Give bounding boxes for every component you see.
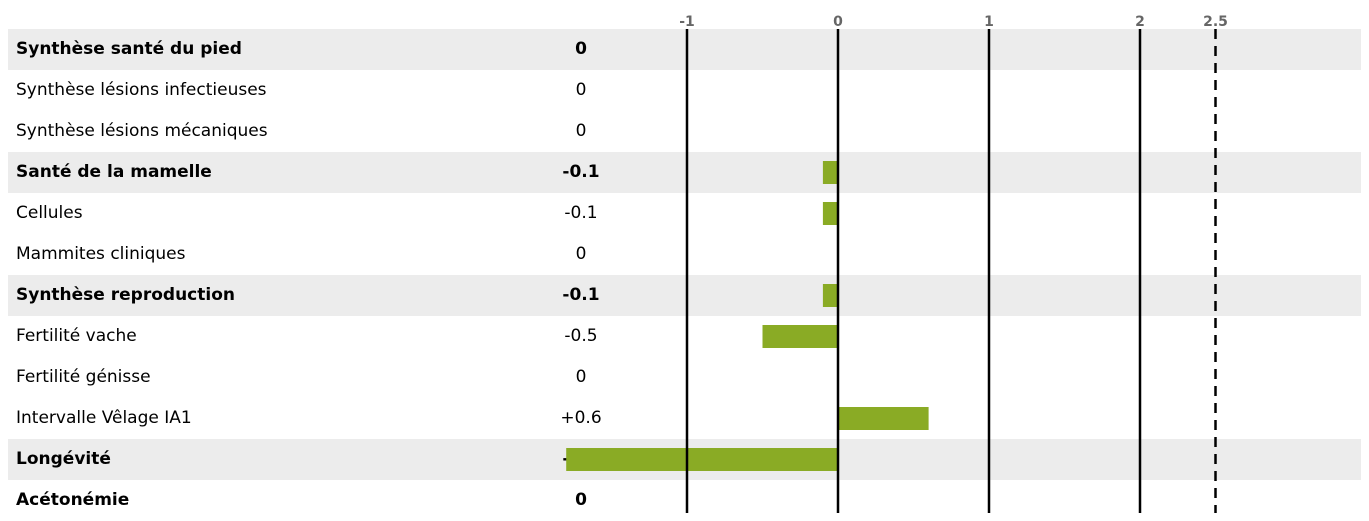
row-value: 0 bbox=[575, 39, 587, 59]
row-value: 0 bbox=[575, 80, 587, 100]
x-tick-label: 1 bbox=[984, 14, 994, 30]
bar bbox=[566, 448, 838, 471]
bar bbox=[822, 202, 838, 225]
x-tick-label: 2 bbox=[1135, 14, 1145, 30]
bar bbox=[762, 325, 838, 348]
row-label: Fertilité génisse bbox=[16, 367, 151, 387]
row-value: 0 bbox=[575, 490, 587, 510]
chart-row: Cellules -0.1 bbox=[8, 193, 1361, 234]
row-label: Synthèse lésions infectieuses bbox=[16, 80, 267, 100]
chart-row: Synthèse lésions mécaniques 0 bbox=[8, 111, 1361, 152]
chart-row: Santé de la mamelle -0.1 bbox=[8, 152, 1361, 193]
row-label: Synthèse santé du pied bbox=[16, 39, 242, 59]
x-tick-label: 2.5 bbox=[1203, 14, 1228, 30]
x-tick-label: 0 bbox=[833, 14, 843, 30]
row-label: Intervalle Vêlage IA1 bbox=[16, 408, 192, 428]
row-label: Cellules bbox=[16, 203, 83, 223]
row-label: Fertilité vache bbox=[16, 326, 137, 346]
chart-row: Fertilité vache -0.5 bbox=[8, 316, 1361, 357]
row-value: -0.5 bbox=[564, 326, 598, 346]
row-label: Longévité bbox=[16, 449, 111, 469]
row-label: Acétonémie bbox=[16, 490, 130, 510]
bar bbox=[838, 407, 929, 430]
x-tick-label: -1 bbox=[679, 14, 695, 30]
chart-row: Synthèse reproduction -0.1 bbox=[8, 275, 1361, 316]
chart-row: Mammites cliniques 0 bbox=[8, 234, 1361, 275]
row-value: -0.1 bbox=[562, 162, 600, 182]
row-value: -0.1 bbox=[562, 285, 600, 305]
row-value: -0.1 bbox=[564, 203, 598, 223]
chart-row: Intervalle Vêlage IA1 +0.6 bbox=[8, 398, 1361, 439]
chart-row: Synthèse santé du pied 0 bbox=[8, 29, 1361, 70]
row-label: Synthèse lésions mécaniques bbox=[16, 121, 268, 141]
chart-row: Acétonémie 0 bbox=[8, 480, 1361, 521]
row-label: Santé de la mamelle bbox=[16, 162, 212, 182]
bar bbox=[822, 161, 838, 184]
row-value: 0 bbox=[575, 367, 587, 387]
row-value: +0.6 bbox=[560, 408, 602, 428]
row-value: 0 bbox=[575, 244, 587, 264]
chart-row: Synthèse lésions infectieuses 0 bbox=[8, 70, 1361, 111]
row-label: Mammites cliniques bbox=[16, 244, 186, 264]
row-label: Synthèse reproduction bbox=[16, 285, 235, 305]
bar bbox=[822, 284, 838, 307]
row-value: 0 bbox=[575, 121, 587, 141]
chart-row: Fertilité génisse 0 bbox=[8, 357, 1361, 398]
